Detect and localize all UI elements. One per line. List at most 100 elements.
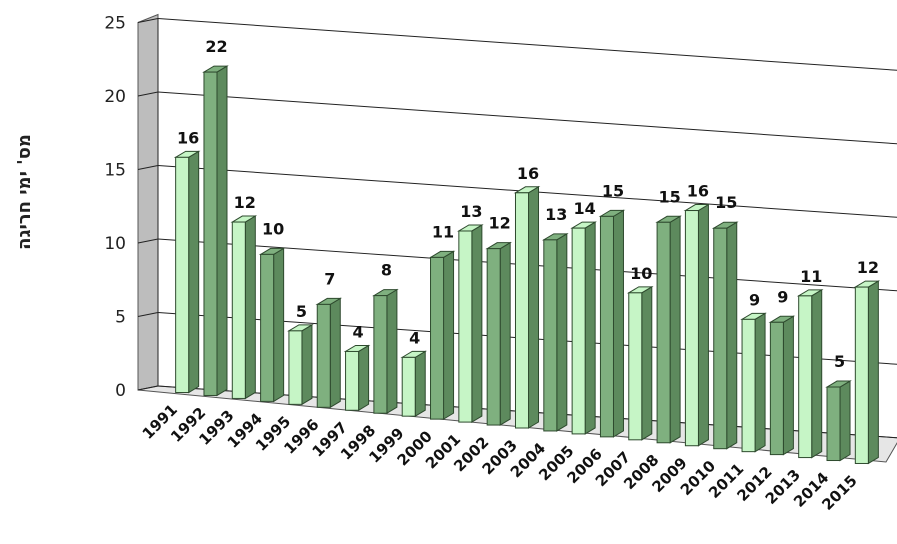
data-label: 8: [381, 261, 392, 280]
bar-front: [175, 156, 190, 394]
bar: [173, 150, 201, 394]
y-tick-label: 20: [104, 87, 126, 107]
bar: [768, 315, 796, 456]
data-label: 16: [687, 182, 709, 201]
bar-side: [782, 315, 794, 456]
bar: [258, 247, 286, 403]
data-label: 15: [602, 181, 624, 200]
bar-front: [798, 295, 813, 459]
bar-side: [669, 215, 681, 444]
bar: [343, 344, 371, 412]
bar-side: [301, 323, 313, 406]
data-label: 12: [489, 214, 511, 233]
bar: [202, 65, 229, 397]
gridline-side: [137, 18, 159, 23]
data-label: 11: [800, 267, 822, 286]
bar-side: [726, 221, 738, 450]
bar-side: [329, 297, 341, 409]
bar-front: [628, 292, 643, 441]
bar: [825, 380, 852, 462]
gridline: [157, 18, 897, 71]
bar-front: [741, 318, 756, 453]
bar-side: [556, 232, 568, 432]
bar-side: [754, 312, 766, 453]
data-label: 10: [262, 219, 284, 238]
bar-front: [543, 239, 558, 432]
bar-front: [713, 227, 728, 450]
bar-front: [656, 221, 671, 444]
data-label: 16: [517, 164, 539, 183]
bar-front: [260, 253, 275, 402]
bar-front: [486, 248, 501, 426]
bar: [683, 203, 711, 447]
gridline-side: [137, 385, 159, 391]
bar-side: [499, 241, 511, 426]
bar: [315, 297, 343, 409]
bar-side: [811, 288, 823, 459]
data-label: 14: [574, 199, 596, 218]
data-label: 10: [630, 264, 652, 283]
bar-side: [612, 209, 624, 438]
data-label: 22: [205, 37, 227, 56]
bar-side: [867, 280, 879, 465]
gridline-side: [137, 312, 159, 317]
bar: [400, 350, 428, 418]
bar-side: [443, 250, 455, 421]
data-label: 12: [857, 258, 879, 277]
bar-side: [273, 247, 285, 403]
bar: [796, 288, 824, 459]
bar-side: [386, 288, 398, 415]
bar: [457, 224, 484, 423]
bar: [428, 250, 456, 421]
bar-front: [288, 330, 303, 405]
bar: [655, 215, 682, 444]
gridline-side: [137, 165, 159, 170]
data-label: 9: [749, 290, 760, 309]
data-label: 9: [777, 287, 788, 306]
bar-side: [414, 350, 426, 418]
gridline: [157, 91, 897, 145]
y-tick-label: 10: [104, 234, 126, 254]
data-label: 13: [545, 205, 567, 224]
data-label: 12: [234, 193, 256, 212]
bar: [372, 288, 399, 415]
bar-side: [697, 203, 709, 447]
y-tick-label: 15: [104, 161, 126, 181]
data-label: 5: [834, 352, 845, 371]
data-label: 4: [409, 328, 420, 347]
bar-side: [188, 150, 200, 394]
bar-front: [599, 215, 614, 438]
bar-side: [244, 215, 256, 400]
y-tick-label: 25: [104, 14, 126, 34]
bar-front: [231, 221, 246, 399]
bar-front: [826, 386, 841, 462]
data-label: 5: [296, 302, 307, 321]
bar: [570, 221, 597, 435]
bar-side: [471, 224, 483, 423]
bar-side: [216, 65, 228, 397]
bar-front: [401, 356, 416, 417]
bar-front: [854, 286, 869, 464]
bar: [230, 215, 258, 400]
data-label: 11: [432, 222, 454, 241]
bar: [513, 185, 541, 429]
bar-front: [684, 210, 699, 447]
side-wall: [137, 13, 159, 391]
bar-side: [528, 185, 540, 429]
y-tick-label: 5: [115, 308, 126, 328]
bar-front: [345, 350, 360, 411]
bar: [711, 221, 739, 450]
data-label: 16: [177, 128, 199, 147]
data-label: 15: [715, 193, 737, 212]
y-axis-label: מס' ימי חריגה: [14, 134, 35, 250]
bar: [485, 241, 512, 426]
bar: [542, 232, 569, 432]
y-axis-ticks: 0 5 10 15 20 25: [104, 14, 126, 402]
bar-front: [571, 227, 586, 435]
bars: [173, 65, 881, 465]
bar-front: [769, 321, 784, 456]
bar-front: [458, 230, 473, 423]
bar-front: [430, 256, 445, 420]
